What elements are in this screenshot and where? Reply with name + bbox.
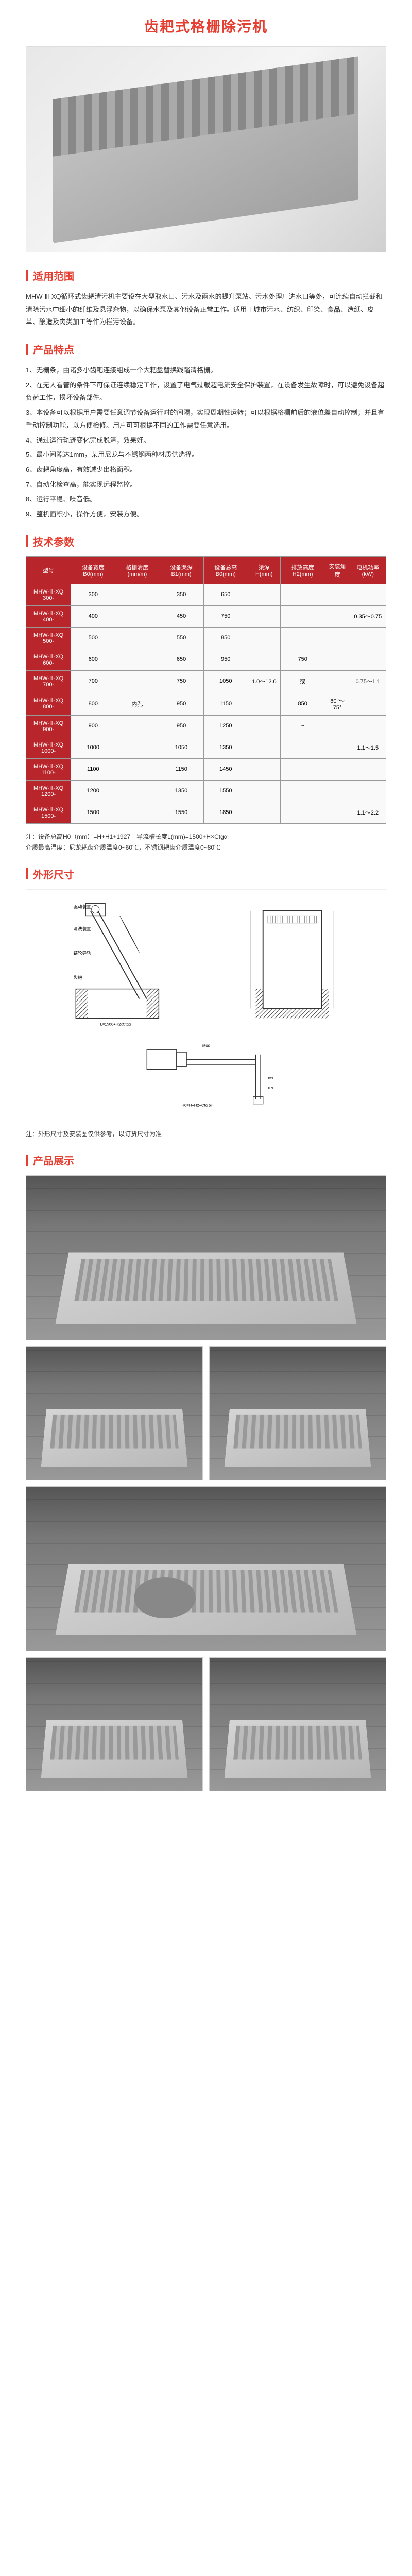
table-header: 渠深 H(mm) [248, 556, 280, 584]
feature-item: 7、自动化检查高，能实现远程监控。 [26, 479, 386, 492]
table-row: MHW-Ⅲ-XQ 800-800内孔950115085060°～75° [26, 692, 386, 715]
table-row: MHW-Ⅲ-XQ 1000-1000105013501.1～1.5 [26, 737, 386, 758]
table-row: MHW-Ⅲ-XQ 400-4004507500.35～0.75 [26, 605, 386, 627]
hero-product-image [26, 46, 386, 252]
svg-text:1500: 1500 [201, 1043, 210, 1048]
feature-list: 1、无栅条，由诸多小齿耙连接组成一个大耙盘替换践踏清格栅。 2、在无人看管的条件下… [26, 364, 386, 521]
svg-text:H0=H+H2+Ctg (α): H0=H+H2+Ctg (α) [181, 1103, 214, 1108]
section-scope-title: 适用范围 [26, 268, 386, 283]
feature-item: 5、最小间隙达1mm，某用尼龙与不锈钢两种材质供选择。 [26, 449, 386, 462]
table-header: 设备总高 B0(mm) [203, 556, 248, 584]
product-gallery [26, 1175, 386, 1791]
product-image-2 [26, 1346, 203, 1480]
product-image-5 [26, 1657, 203, 1791]
svg-text:驱动装置: 驱动装置 [73, 904, 91, 909]
page-title: 齿耙式格栅除污机 [26, 15, 386, 36]
table-row: MHW-Ⅲ-XQ 1500-1500155018501.1～2.2 [26, 802, 386, 823]
feature-item: 4、通过运行轨迹变化完成脱渣，效果好。 [26, 434, 386, 447]
svg-text:670: 670 [268, 1086, 274, 1090]
table-row: MHW-Ⅲ-XQ 900-9009501250~ [26, 715, 386, 737]
feature-item: 2、在无人看管的条件下可保证连续稳定工作，设置了电气过载超电流安全保护装置，在设… [26, 379, 386, 404]
section-dimensions-title: 外形尺寸 [26, 867, 386, 882]
param-table: 型号设备宽度 B0(mm)格栅清度 (mm/m)设备渠深 B1(mm)设备总高 … [26, 556, 386, 824]
product-image-3 [209, 1346, 386, 1480]
svg-text:清洗装置: 清洗装置 [73, 926, 91, 931]
table-row: MHW-Ⅲ-XQ 1100-110011501450 [26, 758, 386, 780]
feature-item: 1、无栅条，由诸多小齿耙连接组成一个大耙盘替换践踏清格栅。 [26, 364, 386, 377]
table-row: MHW-Ⅲ-XQ 700-70075010501.0～12.0或0.75～1.1 [26, 670, 386, 692]
svg-text:链轮导轨: 链轮导轨 [73, 951, 91, 956]
feature-item: 6、齿耙角度高，有效减少出格面积。 [26, 464, 386, 477]
feature-item: 3、本设备可以根据用户需要任意调节设备运行时的间隔，实现周期性运转；可以根据格栅… [26, 406, 386, 432]
table-row: MHW-Ⅲ-XQ 600-600650950750 [26, 649, 386, 670]
table-row: MHW-Ⅲ-XQ 1200-120013501550 [26, 780, 386, 802]
dimension-diagram: 驱动装置 清洗装置 链轮导轨 齿耙 L=1500+H2xCtgα [26, 889, 386, 1121]
svg-text:齿耙: 齿耙 [73, 975, 82, 980]
scope-content: MHW-Ⅲ-XQ循环式齿耙清污机主要设在大型取水口、污水及雨水的提升泵站、污水处… [26, 291, 386, 329]
table-header: 电机功率 (kW) [350, 556, 386, 584]
table-row: MHW-Ⅲ-XQ 300-300350650 [26, 584, 386, 605]
table-header: 安装角度 [325, 556, 350, 584]
table-header: 排放高度 H2(mm) [280, 556, 325, 584]
svg-text:850: 850 [268, 1076, 274, 1080]
param-note: 注：设备总高H0（mm）=H+H1+1927 导流槽长度L(mm)=1500+H… [26, 832, 386, 854]
product-image-6 [209, 1657, 386, 1791]
table-header: 型号 [26, 556, 71, 584]
table-header: 设备宽度 B0(mm) [71, 556, 115, 584]
table-header: 设备渠深 B1(mm) [159, 556, 203, 584]
svg-text:L=1500+H2xCtgα: L=1500+H2xCtgα [100, 1022, 131, 1027]
feature-item: 9、整机面积小，操作方便，安装方便。 [26, 508, 386, 521]
dimension-note: 注：外形尺寸及安装图仅供参考，以订货尺寸为准 [26, 1129, 386, 1140]
section-showcase-title: 产品展示 [26, 1153, 386, 1167]
product-image-1 [26, 1175, 386, 1340]
table-row: MHW-Ⅲ-XQ 500-500550850 [26, 627, 386, 649]
feature-item: 8、运行平稳、噪音低。 [26, 493, 386, 506]
product-image-4 [26, 1486, 386, 1651]
section-params-title: 技术参数 [26, 534, 386, 549]
table-header: 格栅清度 (mm/m) [115, 556, 159, 584]
section-features-title: 产品特点 [26, 342, 386, 357]
